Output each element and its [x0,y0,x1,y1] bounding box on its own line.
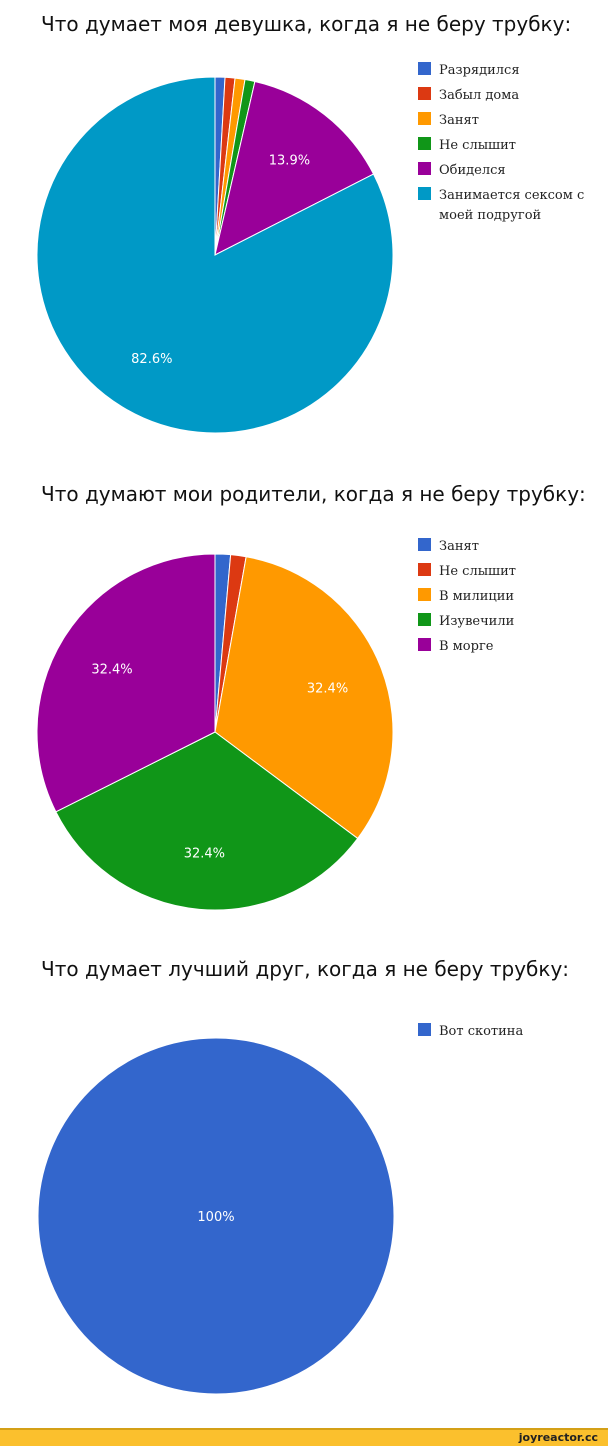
pie-slice [36,553,216,813]
pie-slice [214,556,394,840]
legend-item: Изувечили [418,612,608,632]
slice-value-label: 82.6% [131,352,172,367]
legend-item: Обиделся [418,161,608,181]
legend-item: Занимается сексом с моей подругой [418,186,608,226]
pie-slice [36,76,394,434]
legend-swatch [418,162,431,175]
legend-label: Не слышит [439,564,516,579]
pie-slice [37,1037,395,1395]
legend-swatch [418,538,431,551]
legend-item: Забыл дома [418,86,608,106]
pie-chart: 100% [37,1037,395,1395]
legend-item: Разрядился [418,61,608,81]
legend-label: Не слышит [439,138,516,153]
slice-value-label: 13.9% [269,154,310,169]
legend-label: Занят [439,113,479,128]
pie-chart: 32.4% 32.4% 32.4% [36,553,394,911]
legend-swatch [418,187,431,200]
legend-label: Вот скотина [439,1024,524,1039]
legend-swatch [418,563,431,576]
legend-item: В морге [418,637,608,657]
legend-item: Не слышит [418,562,608,582]
legend-item: Вот скотина [418,1022,608,1042]
slice-value-label: 32.4% [307,681,348,696]
legend-label: В милиции [439,589,515,604]
pie-chart: 13.9% 82.6% [36,76,394,434]
chart-best-friend: Что думает лучший друг, когда я не беру … [0,945,608,1428]
legend-label: В морге [439,639,494,654]
legend-swatch [418,62,431,75]
legend-item: Занят [418,537,608,557]
legend-swatch [418,613,431,626]
legend: Разрядился Забыл дома Занят Не слышит Об… [418,61,608,234]
pie-slice [214,80,375,256]
site-watermark[interactable]: joyreactor.cc [518,1431,598,1444]
slice-value-label: 32.4% [184,847,225,862]
legend: Занят Не слышит В милиции Изувечили В мо… [418,537,608,665]
pie-slice [55,731,359,911]
legend-label: Изувечили [439,614,515,629]
chart-girlfriend: Что думает моя девушка, когда я не беру … [0,0,608,470]
legend-swatch [418,638,431,651]
legend-item: Занят [418,111,608,131]
legend: Вот скотина [418,1022,608,1050]
chart-parents: Что думают мои родители, когда я не беру… [0,470,608,945]
legend-label: Разрядился [439,63,520,78]
chart-title: Что думает лучший друг, когда я не беру … [41,957,570,981]
legend-item: В милиции [418,587,608,607]
legend-swatch [418,112,431,125]
footer-bar: joyreactor.cc [0,1428,608,1446]
chart-title: Что думают мои родители, когда я не беру… [41,482,586,506]
chart-title: Что думает моя девушка, когда я не беру … [41,12,572,36]
legend-swatch [418,137,431,150]
legend-swatch [418,588,431,601]
slice-value-label: 32.4% [91,662,132,677]
legend-label: Занимается сексом с моей подругой [439,188,585,223]
legend-label: Обиделся [439,163,506,178]
legend-label: Занят [439,539,479,554]
legend-label: Забыл дома [439,88,520,103]
slice-value-label: 100% [197,1210,234,1225]
legend-item: Не слышит [418,136,608,156]
legend-swatch [418,1023,431,1036]
legend-swatch [418,87,431,100]
